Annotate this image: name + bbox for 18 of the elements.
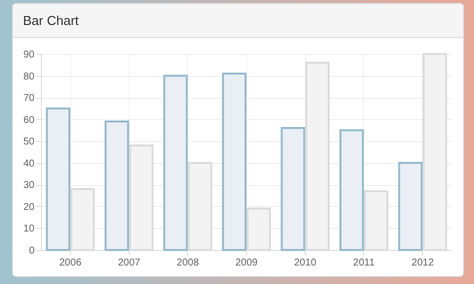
x-tick-label: 2009 <box>235 258 258 268</box>
y-tick-label: 20 <box>23 202 35 213</box>
x-tick-label: 2011 <box>353 258 376 268</box>
y-tick-label: 90 <box>23 50 35 60</box>
x-tick-label: 2012 <box>412 258 434 268</box>
y-tick-label: 30 <box>23 180 35 192</box>
x-tick-label: 2006 <box>59 258 82 268</box>
y-tick-label: 0 <box>28 246 35 256</box>
y-tick-label: 10 <box>23 224 35 235</box>
y-tick-label: 80 <box>23 71 35 82</box>
x-tick-label: 2008 <box>176 258 200 268</box>
y-tick-label: 70 <box>23 93 35 104</box>
chart-title: Bar Chart <box>13 4 463 38</box>
y-tick-label: 50 <box>23 136 35 148</box>
y-tick-label: 40 <box>23 158 35 170</box>
x-tick-label: 2007 <box>118 258 141 268</box>
y-tick-label: 60 <box>23 114 35 126</box>
x-tick-label: 2010 <box>294 258 317 268</box>
